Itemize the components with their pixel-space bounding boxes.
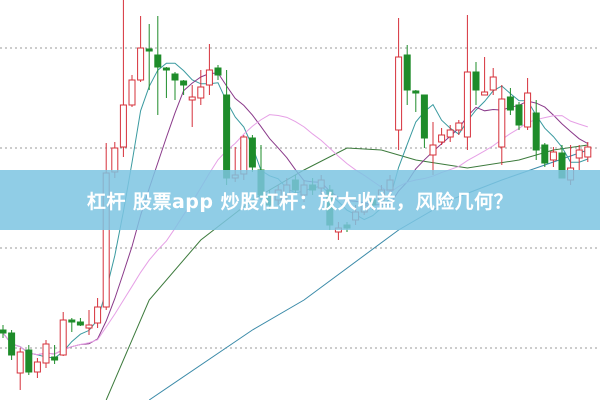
candle-up (438, 134, 446, 143)
candle-up (395, 56, 403, 131)
candle-up (549, 151, 557, 161)
candle-up (524, 92, 532, 128)
candle-down (145, 48, 153, 52)
candle-up (33, 361, 41, 373)
candle-up (463, 71, 471, 138)
candle-up (59, 319, 67, 356)
moving-average-line-ma10 (2, 72, 589, 356)
candle-down (223, 94, 231, 179)
candle-down (472, 71, 480, 91)
candle-down (248, 137, 256, 168)
candle-down (515, 104, 523, 126)
candle-up (111, 147, 119, 173)
candle-up (429, 144, 437, 156)
banner-title: 杠杆 股票app 炒股杠杆：放大收益，风险几何？ (86, 190, 514, 213)
candle-down (214, 67, 222, 76)
candle-up (575, 149, 583, 159)
candle-up (137, 47, 145, 81)
candle-down (180, 80, 188, 86)
candle-up (584, 146, 592, 158)
candle-up (455, 122, 463, 131)
candle-down (25, 349, 33, 373)
candle-up (128, 79, 136, 106)
candle-down (171, 73, 179, 81)
candle-down (162, 67, 170, 71)
candle-down (403, 54, 411, 91)
candle-down (506, 96, 514, 111)
candle-up (197, 86, 205, 99)
candle-up (16, 351, 24, 374)
long-moving-average-line (105, 144, 588, 400)
candle-down (541, 144, 549, 164)
candle-down (532, 112, 540, 151)
candle-up (42, 343, 50, 364)
candle-up (446, 129, 454, 138)
candle-up (205, 69, 213, 86)
candle-down (8, 332, 16, 356)
candle-up (498, 98, 506, 148)
candle-down (412, 90, 420, 94)
candle-up (489, 76, 497, 91)
candle-down (76, 321, 84, 326)
candle-up (481, 91, 489, 96)
candle-down (154, 54, 162, 68)
title-banner: 杠杆 股票app 炒股杠杆：放大收益，风险几何？ (0, 170, 600, 230)
candle-up (85, 324, 93, 329)
candle-down (51, 356, 59, 361)
candle-down (0, 329, 7, 334)
candle-up (240, 136, 248, 175)
candle-up (119, 104, 127, 148)
candle-up (188, 96, 196, 101)
candle-up (94, 306, 102, 324)
candle-down (420, 94, 428, 139)
candle-down (68, 319, 76, 323)
moving-average-line-ma20 (2, 114, 588, 356)
